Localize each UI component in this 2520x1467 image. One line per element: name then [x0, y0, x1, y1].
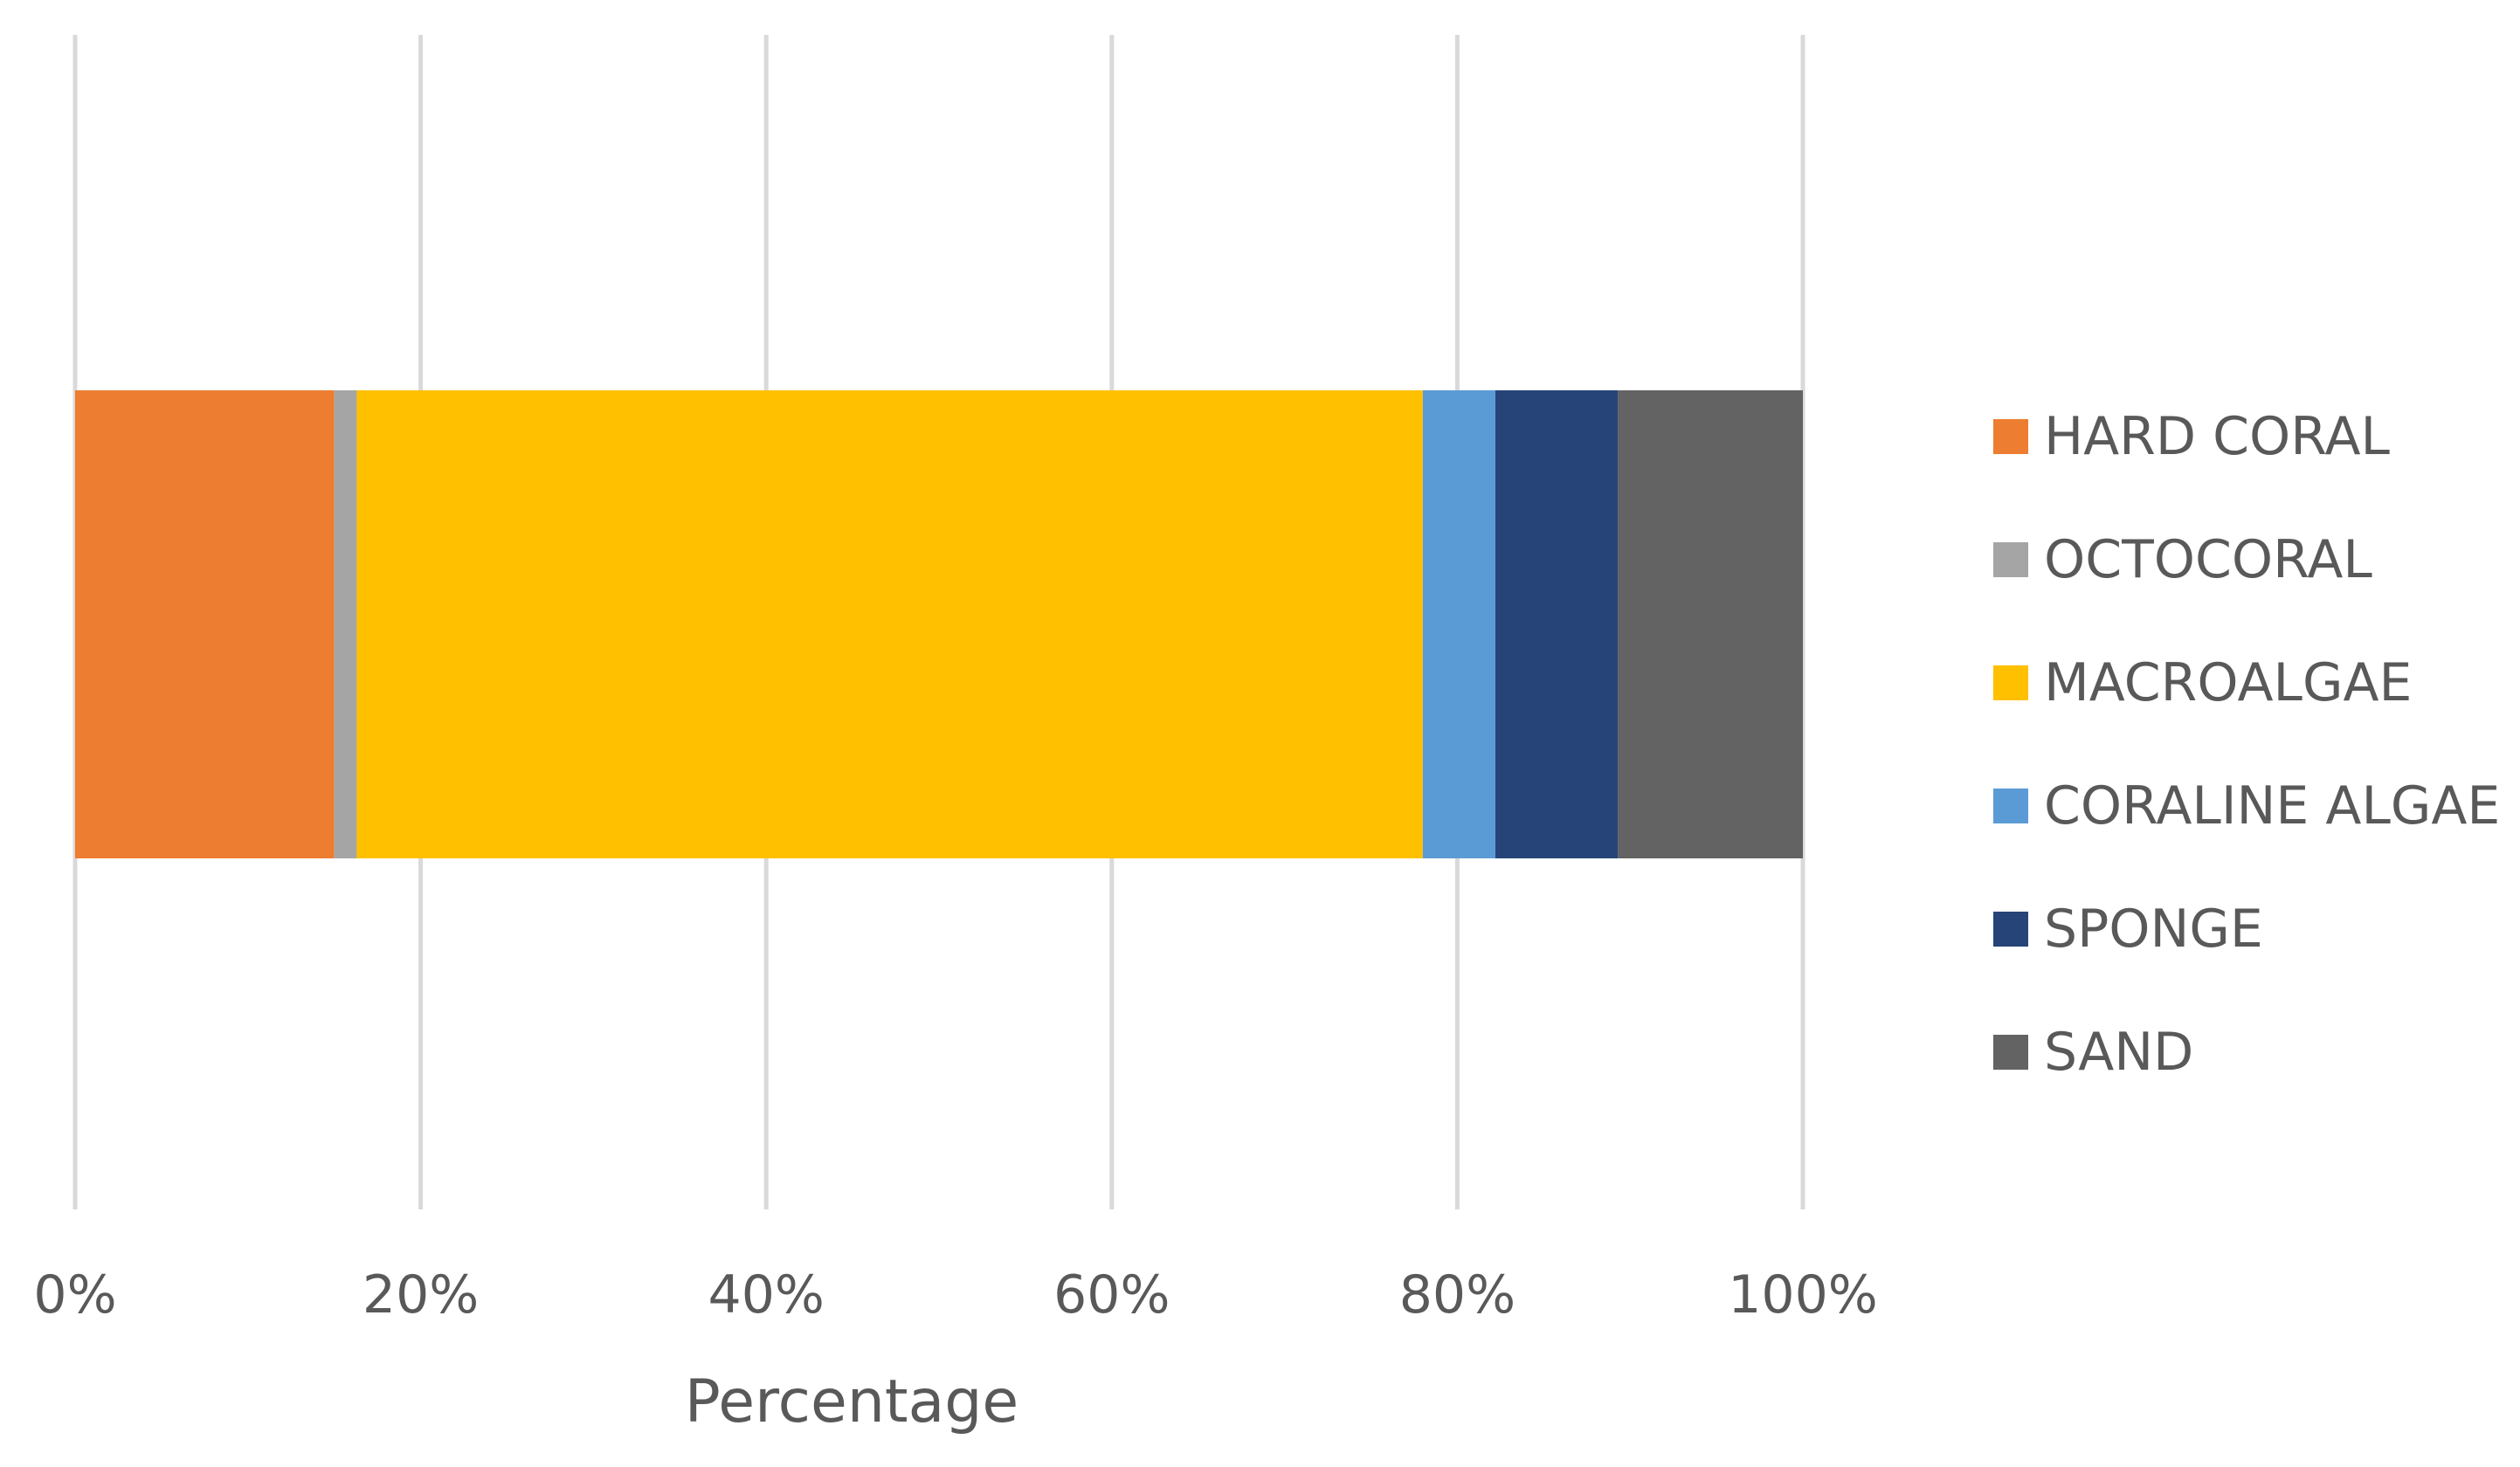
- x-tick-label: 20%: [362, 1264, 479, 1326]
- bar-segment-hard-coral: [75, 390, 335, 858]
- bar-segment-macroalgae: [356, 390, 1423, 858]
- legend-swatch: [1993, 665, 2028, 700]
- legend-item: OCTOCORAL: [1993, 529, 2372, 590]
- x-tick-label: 60%: [1053, 1264, 1170, 1326]
- legend-swatch: [1993, 912, 2028, 947]
- bar-segment-octocoral: [334, 390, 357, 858]
- x-tick-label: 100%: [1728, 1264, 1878, 1326]
- x-tick-label: 40%: [708, 1264, 825, 1326]
- bar-segment-sand: [1618, 390, 1803, 858]
- legend-swatch: [1993, 419, 2028, 454]
- legend-label: SPONGE: [2044, 899, 2263, 960]
- legend-label: MACROALGAE: [2044, 652, 2412, 713]
- legend: HARD CORAL OCTOCORAL MACROALGAE CORALINE AL…: [1993, 406, 2500, 1083]
- legend-swatch: [1993, 542, 2028, 577]
- x-tick-label: 0%: [33, 1264, 116, 1326]
- legend-label: OCTOCORAL: [2044, 529, 2372, 590]
- legend-label: SAND: [2044, 1022, 2193, 1083]
- bar-segment-coraline-algae: [1422, 390, 1495, 858]
- legend-swatch: [1993, 1035, 2028, 1070]
- legend-swatch: [1993, 789, 2028, 823]
- bar-segment-sponge: [1495, 390, 1619, 858]
- legend-item: SAND: [1993, 1022, 2193, 1083]
- legend-item: SPONGE: [1993, 899, 2263, 960]
- x-axis-title: Percentage: [685, 1367, 1019, 1436]
- x-tick-label: 80%: [1399, 1264, 1515, 1326]
- x-tick-labels: 0% 20% 40% 60% 80% 100%: [33, 1264, 1877, 1326]
- legend-label: HARD CORAL: [2044, 406, 2391, 467]
- legend-item: HARD CORAL: [1993, 406, 2391, 467]
- bar-segments: [75, 390, 1803, 858]
- legend-item: CORALINE ALGAE: [1993, 775, 2500, 837]
- legend-label: CORALINE ALGAE: [2044, 775, 2500, 837]
- legend-item: MACROALGAE: [1993, 652, 2412, 713]
